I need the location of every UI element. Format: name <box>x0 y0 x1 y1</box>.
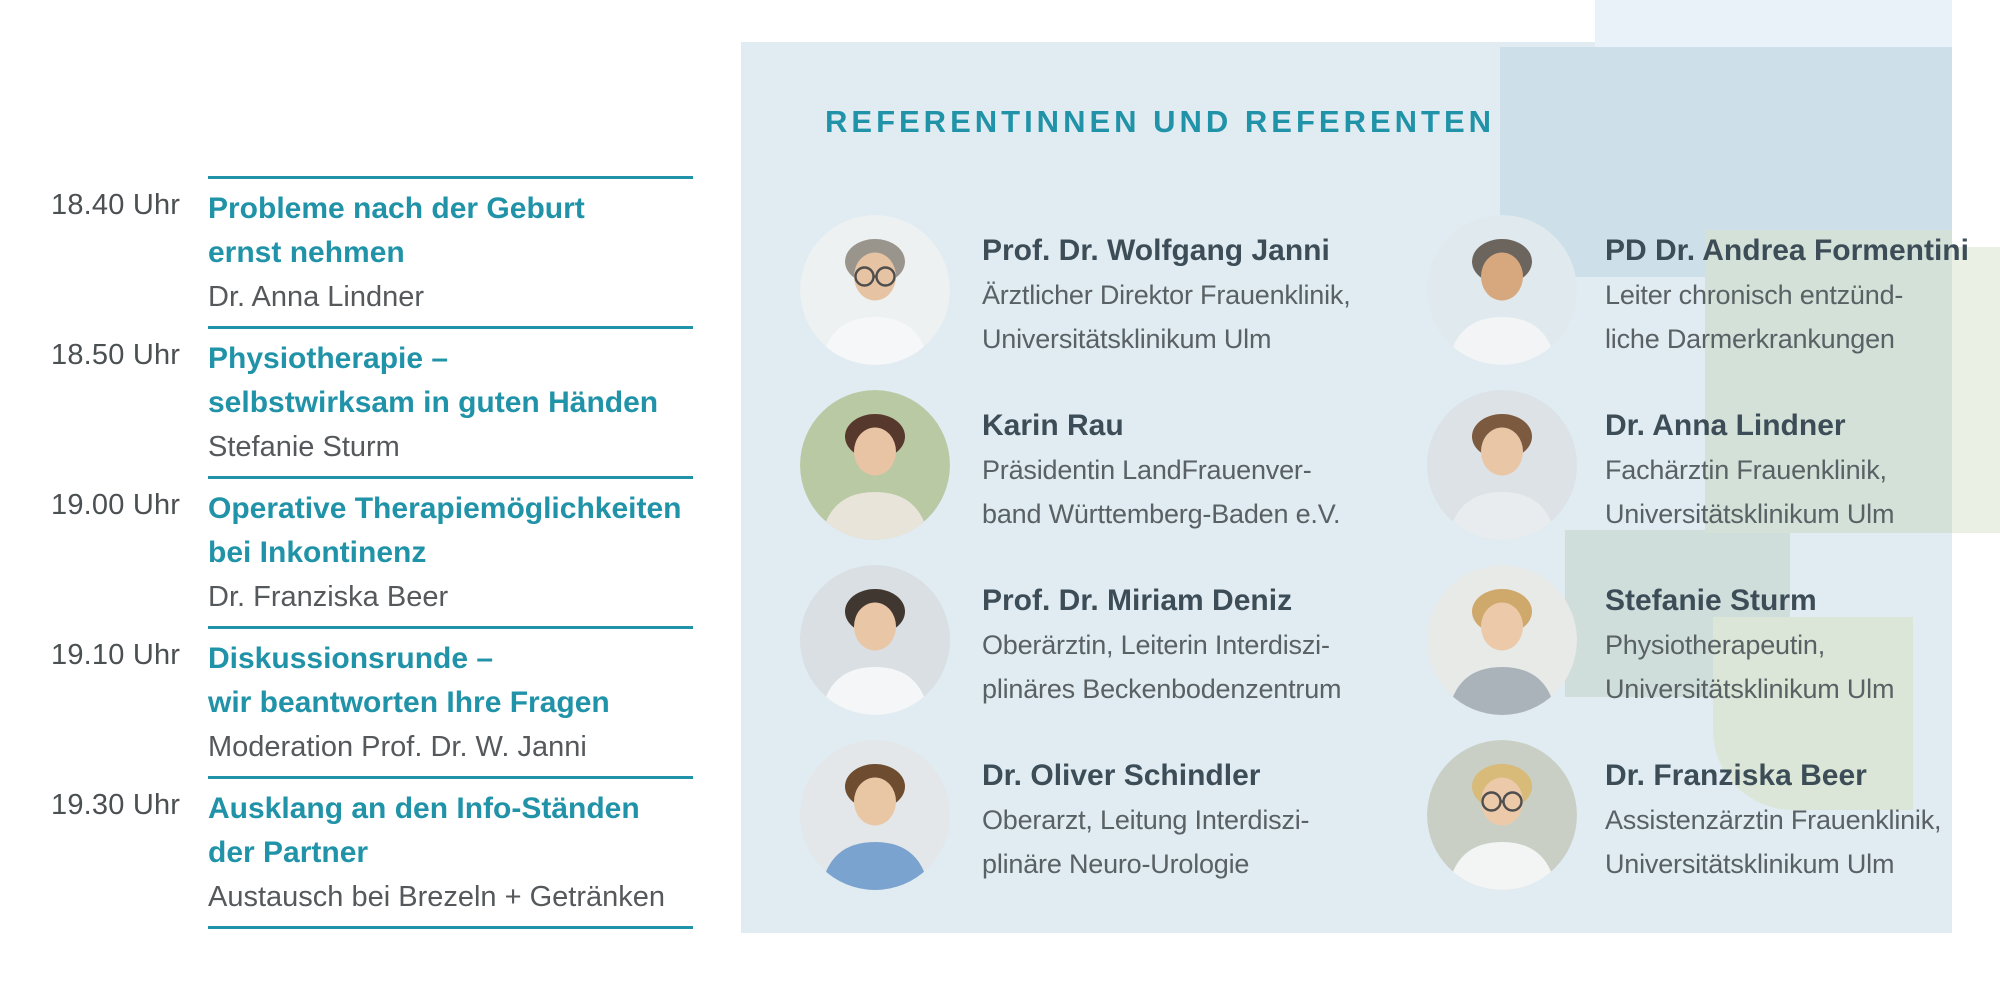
speaker-role-line: Universitätsklinikum Ulm <box>982 324 1272 354</box>
schedule-title-line: selbstwirksam in guten Händen <box>208 386 659 419</box>
schedule-time: 18.50 Uhr <box>51 339 181 371</box>
speakers-column-right: PD Dr. Andrea Formentini Leiter chronisc… <box>1427 215 1969 915</box>
schedule-title-line: der Partner <box>208 836 369 869</box>
glasses-icon <box>1481 791 1523 812</box>
schedule-title-line: Operative Therapiemöglichkeiten <box>208 492 682 525</box>
speaker-role-line: Fachärztin Frauenklinik, <box>1605 455 1887 485</box>
schedule-time: 18.40 Uhr <box>51 189 181 221</box>
speaker-role-line: Ärztlicher Direktor Frauenklinik, <box>982 280 1351 310</box>
speakers-heading: REFERENTINNEN UND REFERENTEN <box>825 104 1496 139</box>
speaker-role-line: band Württemberg-Baden e.V. <box>982 499 1341 529</box>
schedule-item: 19.10 Uhr Diskussionsrunde – wir beantwo… <box>51 626 693 776</box>
avatar <box>800 740 950 890</box>
deco-block-lightblue-band <box>1595 0 1952 47</box>
divider <box>208 176 693 179</box>
avatar <box>1427 390 1577 540</box>
schedule-title-line: bei Inkontinenz <box>208 536 427 569</box>
speaker-card: Dr. Franziska Beer Assistenzärztin Fraue… <box>1427 740 1969 890</box>
speaker-name: Prof. Dr. Wolfgang Janni <box>982 234 1330 267</box>
schedule-presenter: Dr. Anna Lindner <box>208 281 425 313</box>
deco-block-green-upper <box>1705 230 1952 533</box>
speaker-card: Dr. Oliver Schindler Oberarzt, Leitung I… <box>800 740 1351 890</box>
speaker-name: Prof. Dr. Miriam Deniz <box>982 584 1293 617</box>
schedule-item: 18.40 Uhr Probleme nach der Geburt ernst… <box>51 176 693 326</box>
schedule-title-line: Diskussionsrunde – <box>208 642 494 675</box>
speaker-name: PD Dr. Andrea Formentini <box>1605 234 1969 267</box>
deco-block-green-lower <box>1713 617 1913 810</box>
schedule-time: 19.30 Uhr <box>51 789 181 821</box>
speaker-role-line: Universitätsklinikum Ulm <box>1605 499 1895 529</box>
glasses-icon <box>854 266 896 287</box>
speaker-name: Dr. Anna Lindner <box>1605 409 1846 442</box>
schedule-item: 18.50 Uhr Physiotherapie – selbstwirksam… <box>51 326 693 476</box>
speaker-role-line: Oberarzt, Leitung Interdiszi- <box>982 805 1310 835</box>
avatar <box>800 215 950 365</box>
avatar <box>1427 565 1577 715</box>
schedule-item: 19.30 Uhr Ausklang an den Info-Ständen d… <box>51 776 693 926</box>
speaker-card: PD Dr. Andrea Formentini Leiter chronisc… <box>1427 215 1969 365</box>
avatar <box>1427 740 1577 890</box>
speakers-column-left: Prof. Dr. Wolfgang Janni Ärztlicher Dire… <box>800 215 1351 915</box>
speaker-card: Prof. Dr. Miriam Deniz Oberärztin, Leite… <box>800 565 1351 715</box>
divider <box>208 776 693 779</box>
event-schedule: 18.40 Uhr Probleme nach der Geburt ernst… <box>51 176 693 929</box>
speaker-role-line: Leiter chronisch entzünd- <box>1605 280 1904 310</box>
schedule-time: 19.10 Uhr <box>51 639 181 671</box>
avatar <box>800 390 950 540</box>
divider <box>208 326 693 329</box>
deco-block-green-edge <box>1952 247 2000 533</box>
speaker-role-line: Physiotherapeutin, <box>1605 630 1826 660</box>
speaker-name: Dr. Franziska Beer <box>1605 759 1867 792</box>
schedule-presenter: Austausch bei Brezeln + Getränken <box>208 881 666 913</box>
speaker-name: Dr. Oliver Schindler <box>982 759 1261 792</box>
avatar <box>1427 215 1577 365</box>
speaker-card: Dr. Anna Lindner Fachärztin Frauenklinik… <box>1427 390 1969 540</box>
schedule-title-line: Physiotherapie – <box>208 342 449 375</box>
speaker-role-line: Oberärztin, Leiterin Interdiszi- <box>982 630 1330 660</box>
divider <box>208 926 693 929</box>
speaker-name: Stefanie Sturm <box>1605 584 1817 617</box>
speaker-role-line: Präsidentin LandFrauenver- <box>982 455 1312 485</box>
speaker-card: Karin Rau Präsidentin LandFrauenver- ban… <box>800 390 1351 540</box>
schedule-presenter: Moderation Prof. Dr. W. Janni <box>208 731 587 763</box>
schedule-title-line: ernst nehmen <box>208 236 405 269</box>
schedule-presenter: Stefanie Sturm <box>208 431 400 463</box>
schedule-title-line: Probleme nach der Geburt <box>208 192 585 225</box>
schedule-title-line: wir beantworten Ihre Fragen <box>208 686 610 719</box>
speaker-name: Karin Rau <box>982 409 1124 442</box>
divider <box>208 476 693 479</box>
speaker-role-line: Universitätsklinikum Ulm <box>1605 849 1895 879</box>
speaker-role-line: Universitätsklinikum Ulm <box>1605 674 1895 704</box>
speaker-role-line: plinäre Neuro-Urologie <box>982 849 1250 879</box>
schedule-item: 19.00 Uhr Operative Therapiemöglichkeite… <box>51 476 693 626</box>
schedule-presenter: Dr. Franziska Beer <box>208 581 449 613</box>
speaker-card: Stefanie Sturm Physiotherapeutin, Univer… <box>1427 565 1969 715</box>
schedule-title-line: Ausklang an den Info-Ständen <box>208 792 640 825</box>
speaker-role-line: liche Darmerkrankungen <box>1605 324 1895 354</box>
avatar <box>800 565 950 715</box>
divider <box>208 626 693 629</box>
speaker-role-line: plinäres Beckenbodenzentrum <box>982 674 1342 704</box>
speaker-role-line: Assistenzärztin Frauenklinik, <box>1605 805 1942 835</box>
speaker-card: Prof. Dr. Wolfgang Janni Ärztlicher Dire… <box>800 215 1351 365</box>
schedule-time: 19.00 Uhr <box>51 489 181 521</box>
